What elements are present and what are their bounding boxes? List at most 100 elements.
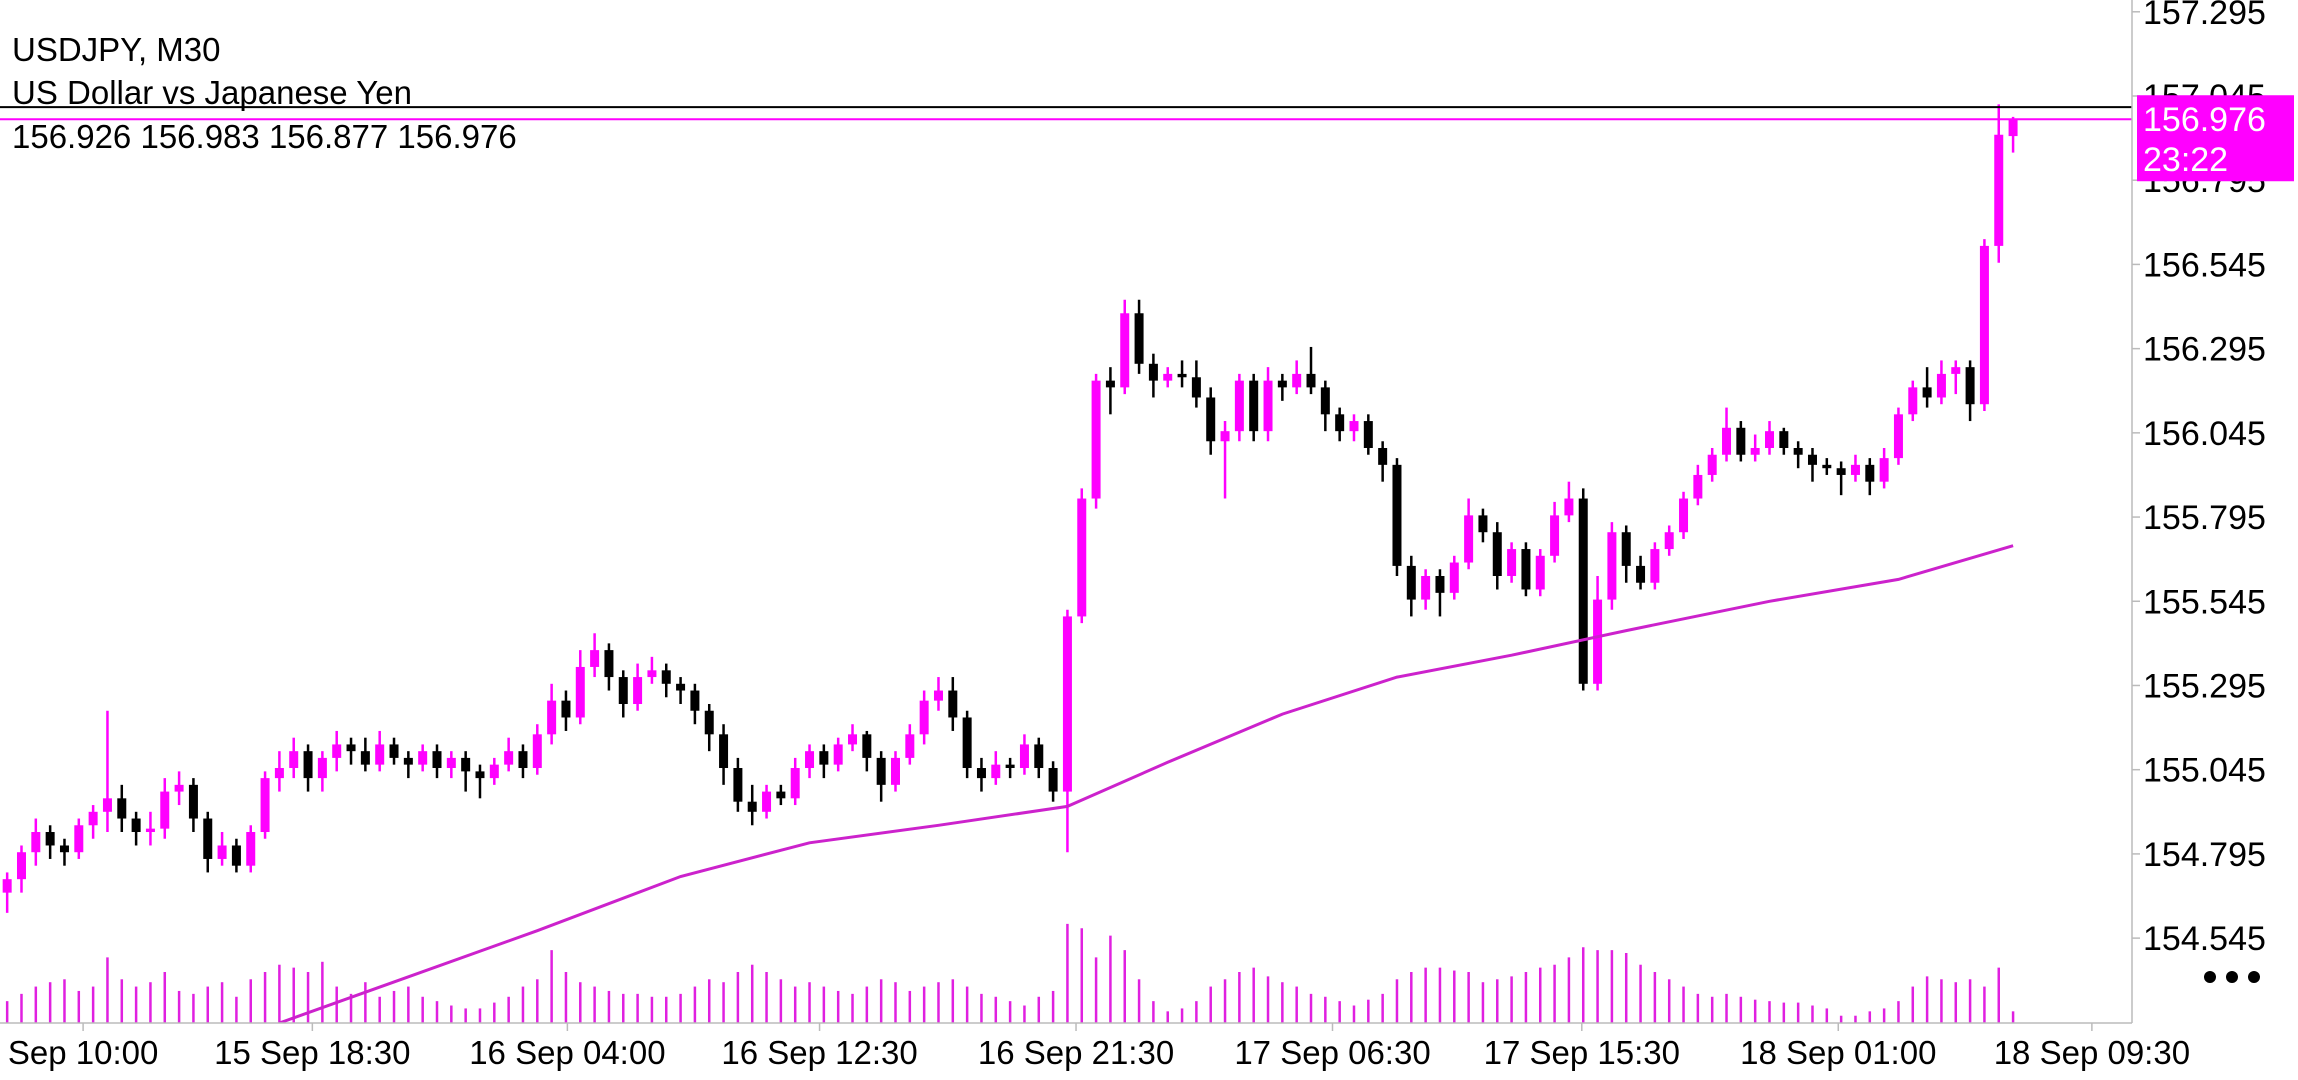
candle-body [117, 798, 127, 819]
candle-body [1091, 380, 1101, 499]
candle-body [1148, 363, 1158, 381]
candle-body [1636, 565, 1646, 583]
candle-body [1621, 532, 1631, 566]
candle-body [145, 828, 155, 833]
y-tick-label: 157.295 [2143, 0, 2266, 32]
candle-body [1234, 380, 1244, 432]
candle-body [532, 734, 542, 769]
candle-body [1793, 448, 1803, 455]
candle-body [274, 768, 284, 779]
candle-body [1163, 373, 1173, 381]
candle-body [661, 670, 671, 684]
candle-body [905, 734, 915, 758]
candle-body [647, 670, 657, 678]
candle-body [1578, 498, 1588, 684]
candle-body [719, 734, 729, 769]
candle-body [1492, 532, 1502, 577]
candle-body [1865, 464, 1875, 482]
candle-body [776, 791, 786, 799]
candle-body [1292, 373, 1302, 388]
candle-body [1435, 576, 1445, 593]
label-layer: 157.295157.045156.795156.545156.295156.0… [8, 0, 2266, 1071]
candle-body [848, 734, 858, 745]
candle-body [962, 717, 972, 769]
candle-body [1120, 313, 1130, 388]
candle-body [246, 832, 256, 866]
candle-body [1550, 515, 1560, 556]
candle-body [1650, 549, 1660, 583]
candle-body [16, 852, 26, 880]
candle-body [1879, 458, 1889, 482]
candle-body [188, 784, 198, 819]
candle-body [1908, 387, 1918, 415]
candle-body [131, 818, 141, 833]
candle-body [489, 764, 499, 779]
candle-body [1707, 454, 1717, 475]
candle-body [919, 700, 929, 735]
ohlc-open: 156.926 [12, 118, 131, 155]
y-tick-label: 155.545 [2143, 583, 2266, 621]
candle-body [174, 784, 184, 792]
candle-body [303, 751, 313, 779]
candle-body [231, 845, 241, 866]
candle-body [1951, 367, 1961, 374]
candle-body [74, 825, 84, 853]
ohlc-readout: 156.926 156.983 156.877 156.976 [12, 118, 517, 155]
candle-body [1406, 565, 1416, 600]
candle-body [1722, 427, 1732, 455]
candle-body [733, 768, 743, 802]
x-tick-label: 18 Sep 09:30 [1994, 1034, 2190, 1071]
candle-body [1822, 464, 1832, 469]
candle-body [948, 690, 958, 718]
candle-body [1034, 744, 1044, 769]
candle-body [890, 757, 900, 785]
candle-body [332, 744, 342, 758]
candle-body [461, 757, 471, 772]
candle-body [1349, 421, 1359, 432]
candle-body [1679, 498, 1689, 533]
more-menu[interactable] [2204, 971, 2260, 983]
price-tag-value: 156.976 [2143, 101, 2266, 139]
candle-body [762, 791, 772, 812]
line-layer [0, 106, 2132, 1023]
candle-body [475, 771, 485, 779]
y-tick-label: 155.045 [2143, 752, 2266, 790]
candle-body [1736, 427, 1746, 455]
x-tick-label: 18 Sep 01:00 [1740, 1034, 1936, 1071]
candle-body [1593, 599, 1603, 684]
candle-body [418, 751, 428, 765]
candle-body [1191, 377, 1201, 398]
y-tick-label: 156.045 [2143, 415, 2266, 453]
x-tick-label: 16 Sep 04:00 [469, 1034, 665, 1071]
candle-body [805, 751, 815, 769]
candle-body [360, 751, 370, 765]
candle-body [1363, 421, 1373, 449]
x-tick-label: Sep 10:00 [8, 1034, 158, 1071]
candle-body [59, 845, 69, 853]
candle-body [1564, 498, 1574, 516]
candle-body [1478, 515, 1488, 533]
candle-body [1836, 468, 1846, 475]
candle-body [575, 666, 585, 718]
ohlc-high: 156.983 [140, 118, 259, 155]
x-tick-label: 16 Sep 21:30 [978, 1034, 1174, 1071]
candle-body [704, 710, 714, 735]
candle-body [1607, 532, 1617, 600]
candle-body [260, 778, 270, 833]
candle-body [446, 757, 456, 769]
moving-average [278, 544, 2014, 1023]
symbol: USDJPY, M30 [12, 31, 220, 68]
candle-body [676, 683, 686, 691]
candle-body [1779, 431, 1789, 449]
candle-body [160, 791, 170, 829]
ohlc-low: 156.877 [269, 118, 388, 155]
candle-body [833, 744, 843, 765]
candle-body [1535, 555, 1545, 590]
candle-body [1134, 313, 1144, 364]
candle-body [1249, 380, 1259, 432]
candle-body [389, 744, 399, 758]
y-tick-label: 156.545 [2143, 246, 2266, 284]
candle-body [203, 818, 213, 859]
candle-body [1320, 387, 1330, 415]
